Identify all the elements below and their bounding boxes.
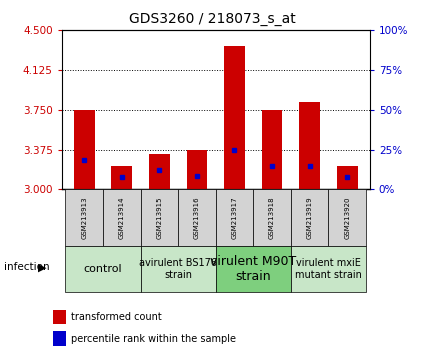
Bar [291,189,329,246]
Text: avirulent BS176
strain: avirulent BS176 strain [139,258,217,280]
Bar [53,331,66,346]
Text: GSM213916: GSM213916 [194,196,200,239]
Bar [74,110,94,189]
Text: virulent M90T
strain: virulent M90T strain [210,255,296,283]
Bar [215,246,291,292]
Text: GDS3260 / 218073_s_at: GDS3260 / 218073_s_at [129,12,296,27]
Text: GSM213913: GSM213913 [81,196,87,239]
Bar [299,102,320,189]
Text: control: control [84,264,122,274]
Bar [253,189,291,246]
Bar [141,246,215,292]
Bar [178,189,215,246]
Bar [329,189,366,246]
Text: GSM213918: GSM213918 [269,196,275,239]
Bar [337,166,357,189]
Text: GSM213919: GSM213919 [306,196,313,239]
Text: ▶: ▶ [38,262,47,272]
Bar [224,46,245,189]
Text: GSM213920: GSM213920 [344,196,350,239]
Bar [65,189,103,246]
Text: percentile rank within the sample: percentile rank within the sample [71,333,236,343]
Text: infection: infection [4,262,50,272]
Text: GSM213914: GSM213914 [119,196,125,239]
Bar [149,154,170,189]
Text: transformed count: transformed count [71,312,162,322]
Bar [215,189,253,246]
Text: virulent mxiE
mutant strain: virulent mxiE mutant strain [295,258,362,280]
Bar [103,189,141,246]
Bar [53,310,66,324]
Bar [111,166,132,189]
Text: GSM213915: GSM213915 [156,196,162,239]
Bar [262,110,282,189]
Bar [187,149,207,189]
Bar [291,246,366,292]
Bar [65,246,141,292]
Text: GSM213917: GSM213917 [232,196,238,239]
Bar [141,189,178,246]
